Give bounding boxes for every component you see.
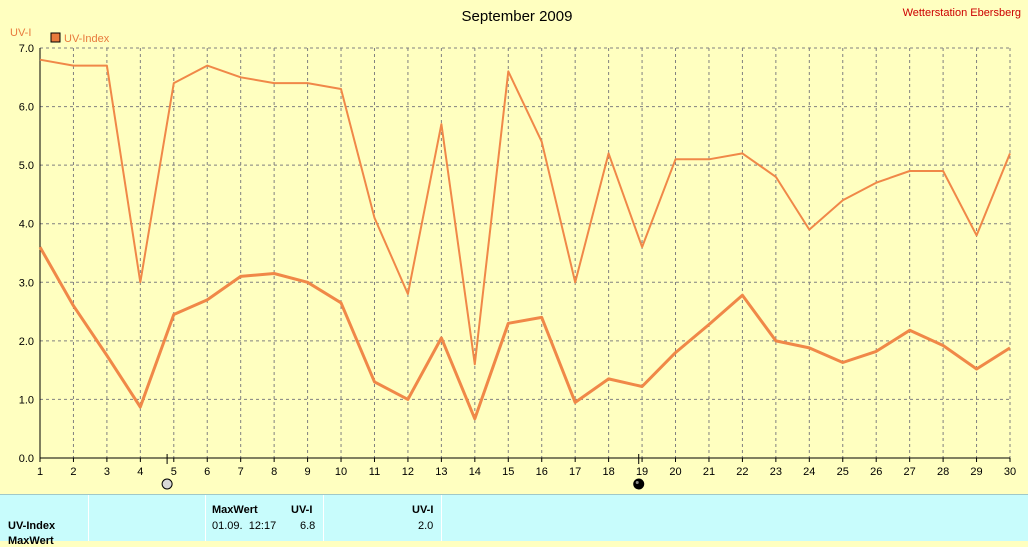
x-tick-label: 25 <box>837 466 849 478</box>
row-label-uv-index: UV-Index <box>8 520 56 532</box>
x-tick-label: 17 <box>569 466 581 478</box>
max-value: 6.8 <box>300 520 316 532</box>
chart-title: September 2009 <box>462 8 573 25</box>
x-tick-label: 21 <box>703 466 715 478</box>
x-tick-label: 8 <box>271 466 277 478</box>
x-tick-label: 19 <box>636 466 648 478</box>
y-tick-label: 5.0 <box>19 160 34 172</box>
max-header: MaxWert <box>212 504 258 516</box>
x-tick-label: 27 <box>904 466 916 478</box>
x-tick-label: 23 <box>770 466 782 478</box>
x-tick-label: 1 <box>37 466 43 478</box>
chart-axes: 0.01.02.03.04.05.06.07.01 2 3 4 5 6 7 8 9 10 11 12 1… <box>19 43 1016 478</box>
x-tick-label: 13 <box>435 466 447 478</box>
x-tick-label: 3 <box>104 466 110 478</box>
chart-series <box>38 58 1011 421</box>
max-datetime: 01.09. 12:17 <box>212 520 277 532</box>
x-tick-label: 16 <box>536 466 548 478</box>
y-tick-label: 4.0 <box>19 219 34 231</box>
mean-value: 2.0 <box>418 520 434 532</box>
x-tick-label: 30 <box>1004 466 1016 478</box>
full-moon-icon <box>161 478 173 490</box>
x-tick-label: 26 <box>870 466 882 478</box>
stats-divider <box>441 495 442 541</box>
y-tick-label: 1.0 <box>19 394 34 406</box>
new-moon-highlight <box>635 481 639 484</box>
x-tick-label: 29 <box>970 466 982 478</box>
x-tick-label: 18 <box>602 466 614 478</box>
max-unit-header: UV-I <box>291 504 313 516</box>
y-tick-label: 2.0 <box>19 336 34 348</box>
x-tick-label: 10 <box>335 466 347 478</box>
stats-divider <box>323 495 324 541</box>
x-tick-label: 28 <box>937 466 949 478</box>
x-tick-label: 7 <box>238 466 244 478</box>
y-tick-label: 3.0 <box>19 277 34 289</box>
y-tick-label: 6.0 <box>19 102 34 114</box>
y-axis-label: UV-I <box>10 27 31 39</box>
x-tick-label: 12 <box>402 466 414 478</box>
x-tick-label: 6 <box>204 466 210 478</box>
legend-label: UV-Index <box>64 33 110 45</box>
new-moon-icon <box>633 478 645 490</box>
chart-grid <box>40 47 1011 458</box>
x-tick-label: 15 <box>502 466 514 478</box>
moon-markers <box>161 454 645 490</box>
x-tick-label: 11 <box>369 466 380 478</box>
x-tick-label: 9 <box>305 466 311 478</box>
y-tick-label: 0.0 <box>19 453 34 465</box>
legend-swatch <box>50 32 61 43</box>
y-tick-label: 7.0 <box>19 43 34 55</box>
station-name: Wetterstation Ebersberg <box>903 7 1021 19</box>
x-tick-label: 22 <box>736 466 748 478</box>
mean-unit-header: UV-I <box>412 504 434 516</box>
x-tick-label: 2 <box>70 466 76 478</box>
x-tick-label: 4 <box>137 466 143 478</box>
max-uv-line <box>39 58 1011 366</box>
x-tick-label: 20 <box>669 466 681 478</box>
x-tick-label: 14 <box>469 466 481 478</box>
uv-index-chart: 0.01.02.03.04.05.06.07.01 2 3 4 5 6 7 8 9 10 11 12 1… <box>10 7 1021 490</box>
stats-divider <box>205 495 206 541</box>
stats-divider <box>88 495 89 541</box>
mean-uv-line <box>38 246 1011 421</box>
statistics-panel: MaxWert UV-I UV-I UV-Index 01.09. 12:17 … <box>0 494 1028 547</box>
x-tick-label: 5 <box>171 466 177 478</box>
row-label-maxwert: MaxWert <box>8 535 54 547</box>
x-tick-label: 24 <box>803 466 815 478</box>
